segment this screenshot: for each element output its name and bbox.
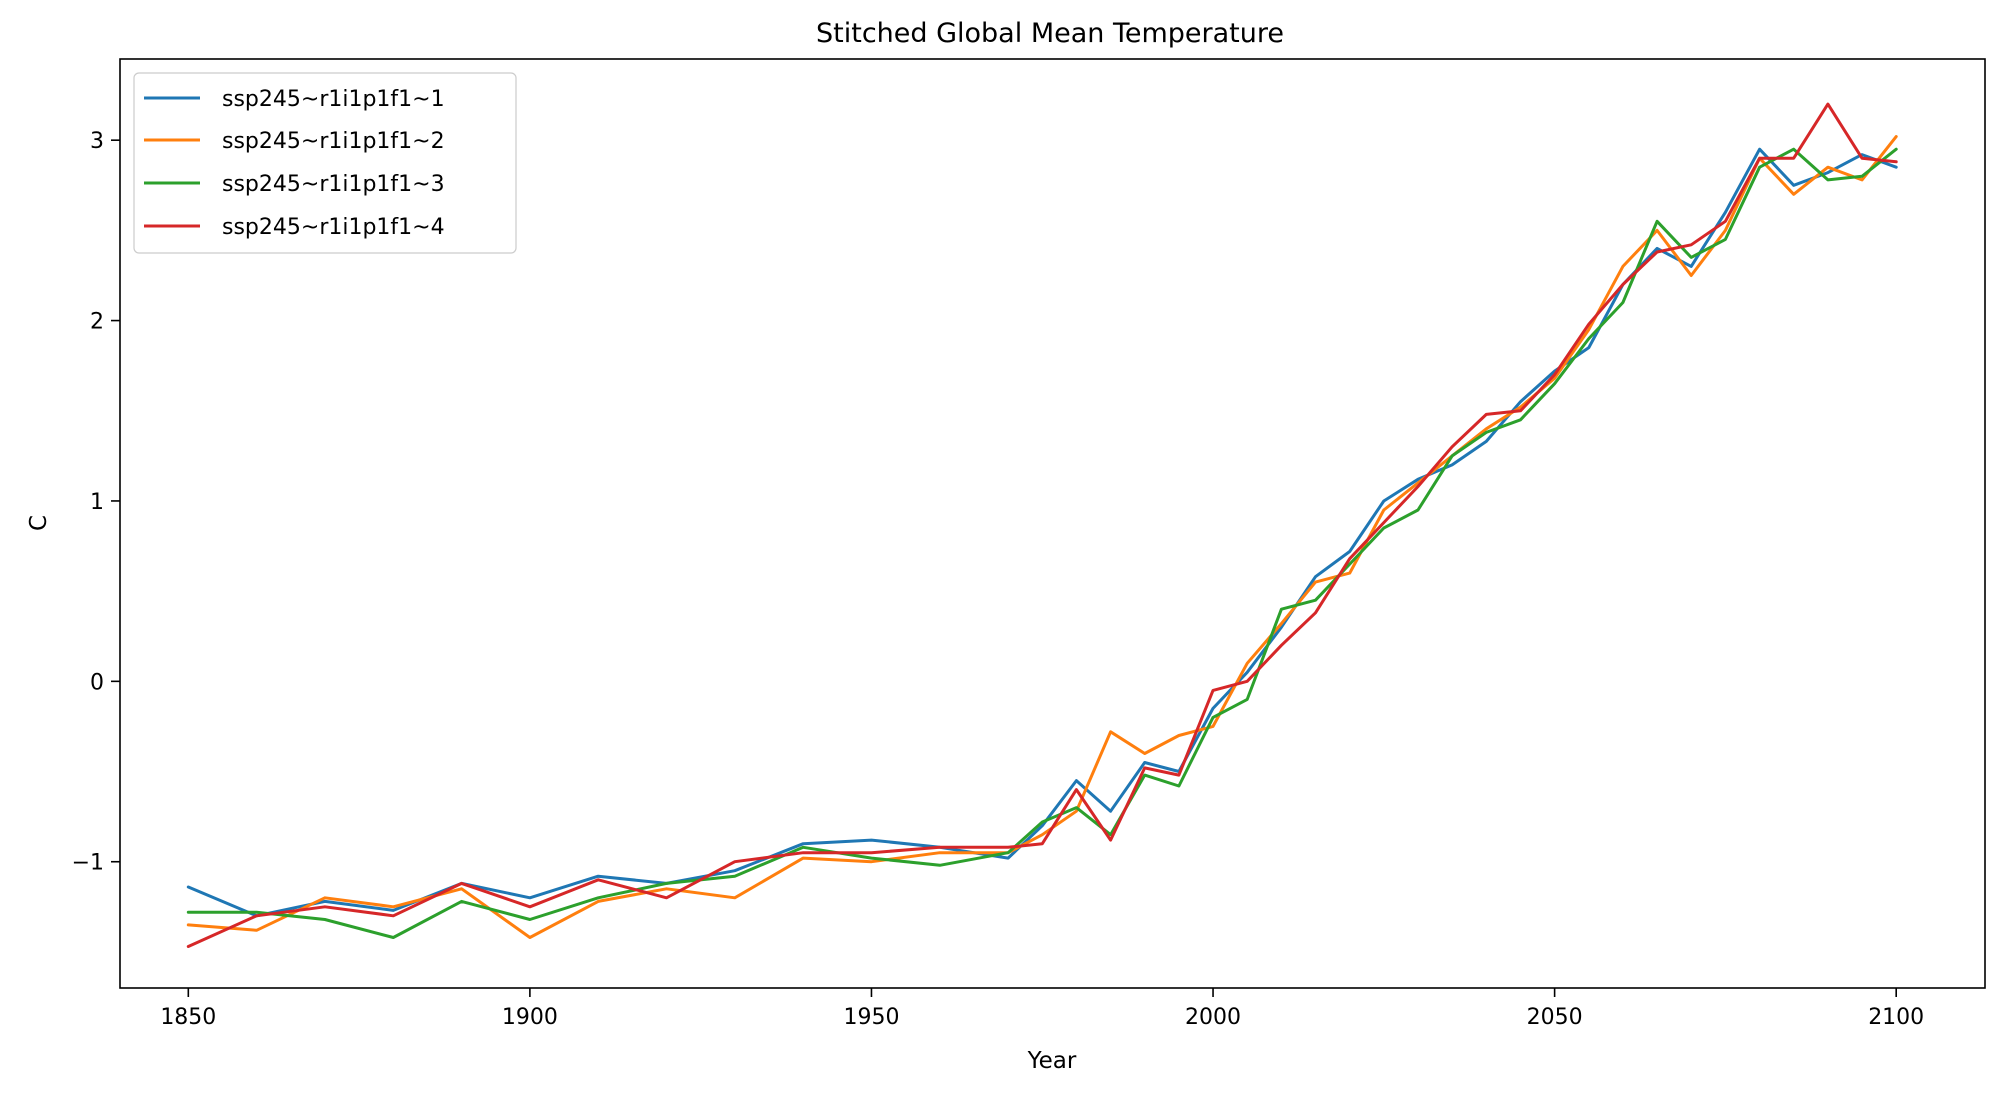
x-tick-label: 1850 [160,1005,216,1030]
x-tick-label: 1950 [843,1005,899,1030]
legend-label-3: ssp245~r1i1p1f1~3 [222,172,445,197]
series-line-2 [186,135,1898,939]
y-tick-label: 1 [90,490,104,515]
series-layer [186,102,1898,948]
y-tick-label: 2 [90,310,104,335]
legend-label-2: ssp245~r1i1p1f1~2 [222,129,445,154]
x-tick-label: 2050 [1527,1005,1583,1030]
series-line-4 [186,102,1898,948]
legend-box [133,72,517,254]
series-line-3 [186,147,1898,939]
y-axis-label: C [26,515,52,531]
plot-frame [119,58,1986,989]
y-tick-label: 0 [90,670,104,695]
x-axis: 1850 1900 1950 2000 2050 2100 [160,988,1924,1030]
y-axis: −1 0 1 2 3 [72,129,120,876]
legend: ssp245~r1i1p1f1~1 ssp245~r1i1p1f1~2 ssp2… [133,72,517,254]
chart-title: Stitched Global Mean Temperature [816,18,1284,49]
x-tick-label: 2000 [1185,1005,1241,1030]
x-tick-label: 2100 [1868,1005,1924,1030]
y-tick-label: 3 [90,129,104,154]
legend-label-4: ssp245~r1i1p1f1~4 [222,215,445,240]
legend-label-1: ssp245~r1i1p1f1~1 [222,87,445,112]
y-tick-label: −1 [72,851,104,876]
x-tick-label: 1900 [502,1005,558,1030]
x-axis-label: Year [1027,1048,1077,1074]
